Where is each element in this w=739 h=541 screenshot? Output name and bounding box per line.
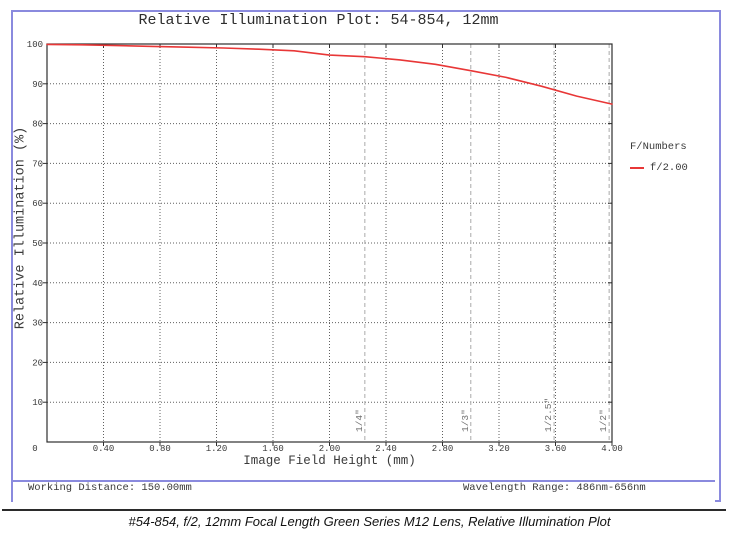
x-tick-label: 0.80 bbox=[149, 444, 171, 454]
legend-entry: f/2.00 bbox=[630, 162, 688, 174]
wavelength-range-text: Wavelength Range: 486nm-656nm bbox=[463, 482, 646, 494]
caption-text: #54-854, f/2, 12mm Focal Length Green Se… bbox=[128, 514, 611, 529]
caption-divider bbox=[2, 509, 726, 511]
x-axis-title: Image Field Height (mm) bbox=[243, 454, 416, 468]
y-tick-label: 60 bbox=[32, 199, 43, 209]
x-tick-label: 3.60 bbox=[545, 444, 567, 454]
y-tick-label: 30 bbox=[32, 319, 43, 329]
legend-entry-label: f/2.00 bbox=[650, 162, 688, 174]
x-tick-label: 2.40 bbox=[375, 444, 397, 454]
x-tick-label: 0.40 bbox=[93, 444, 115, 454]
x-tick-label: 2.00 bbox=[319, 444, 341, 454]
y-tick-label: 70 bbox=[32, 159, 43, 169]
working-distance-text: Working Distance: 150.00mm bbox=[28, 482, 192, 494]
legend-line-swatch bbox=[630, 167, 644, 169]
sensor-format-label: 1/2.5" bbox=[543, 398, 554, 432]
plot-frame bbox=[11, 10, 721, 502]
sensor-format-label: 1/4" bbox=[354, 409, 365, 432]
ri-curve bbox=[46, 43, 613, 105]
x-tick-label: 4.00 bbox=[601, 444, 623, 454]
sensor-format-label: 1/2" bbox=[598, 409, 609, 432]
sensor-format-label: 1/3" bbox=[460, 409, 471, 432]
x-tick-label: 1.20 bbox=[206, 444, 228, 454]
y-tick-label: 10 bbox=[32, 398, 43, 408]
x-tick-label: 3.20 bbox=[488, 444, 510, 454]
legend-title: F/Numbers bbox=[630, 141, 687, 153]
origin-label: 0 bbox=[32, 444, 37, 454]
y-tick-label: 50 bbox=[32, 239, 43, 249]
x-tick-label: 2.80 bbox=[432, 444, 454, 454]
y-tick-label: 90 bbox=[32, 80, 43, 90]
legend: F/Numbers f/2.00 bbox=[630, 141, 688, 174]
y-axis-title: Relative Illumination (%) bbox=[13, 126, 29, 330]
x-tick-label: 1.60 bbox=[262, 444, 284, 454]
footer-bar bbox=[13, 480, 715, 510]
y-tick-label: 80 bbox=[32, 120, 43, 130]
y-tick-label: 40 bbox=[32, 279, 43, 289]
y-tick-label: 20 bbox=[32, 358, 43, 368]
chart-title: Relative Illumination Plot: 54-854, 12mm bbox=[138, 12, 499, 29]
y-tick-label: 100 bbox=[27, 40, 43, 50]
